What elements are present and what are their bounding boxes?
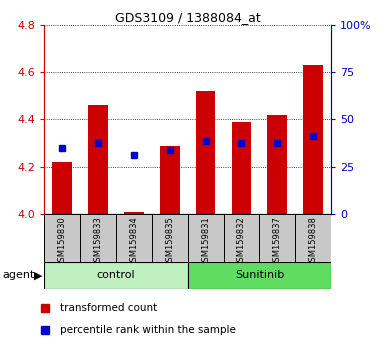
Bar <box>44 262 188 289</box>
Text: GSM159838: GSM159838 <box>309 217 318 267</box>
Text: Sunitinib: Sunitinib <box>235 270 284 280</box>
Bar <box>303 65 323 214</box>
Bar <box>268 115 287 214</box>
Bar <box>88 105 108 214</box>
Text: GSM159837: GSM159837 <box>273 217 282 267</box>
Bar <box>259 214 295 262</box>
Bar <box>224 214 259 262</box>
Text: agent: agent <box>2 270 34 280</box>
Title: GDS3109 / 1388084_at: GDS3109 / 1388084_at <box>115 11 261 24</box>
Text: GSM159835: GSM159835 <box>165 217 174 267</box>
Bar <box>116 214 152 262</box>
Bar <box>232 122 251 214</box>
Text: control: control <box>97 270 135 280</box>
Bar <box>188 214 224 262</box>
Bar <box>124 212 144 214</box>
Text: GSM159831: GSM159831 <box>201 217 210 267</box>
Bar <box>80 214 116 262</box>
Text: GSM159833: GSM159833 <box>94 217 102 267</box>
Text: ▶: ▶ <box>34 270 43 280</box>
Bar <box>152 214 188 262</box>
Bar <box>160 145 180 214</box>
Text: GSM159830: GSM159830 <box>58 217 67 267</box>
Text: GSM159832: GSM159832 <box>237 217 246 267</box>
Text: transformed count: transformed count <box>60 303 157 313</box>
Text: percentile rank within the sample: percentile rank within the sample <box>60 325 236 335</box>
Bar <box>52 162 72 214</box>
Text: GSM159834: GSM159834 <box>129 217 139 267</box>
Bar <box>295 214 331 262</box>
Bar <box>196 91 216 214</box>
Bar <box>44 214 80 262</box>
Bar <box>188 262 331 289</box>
